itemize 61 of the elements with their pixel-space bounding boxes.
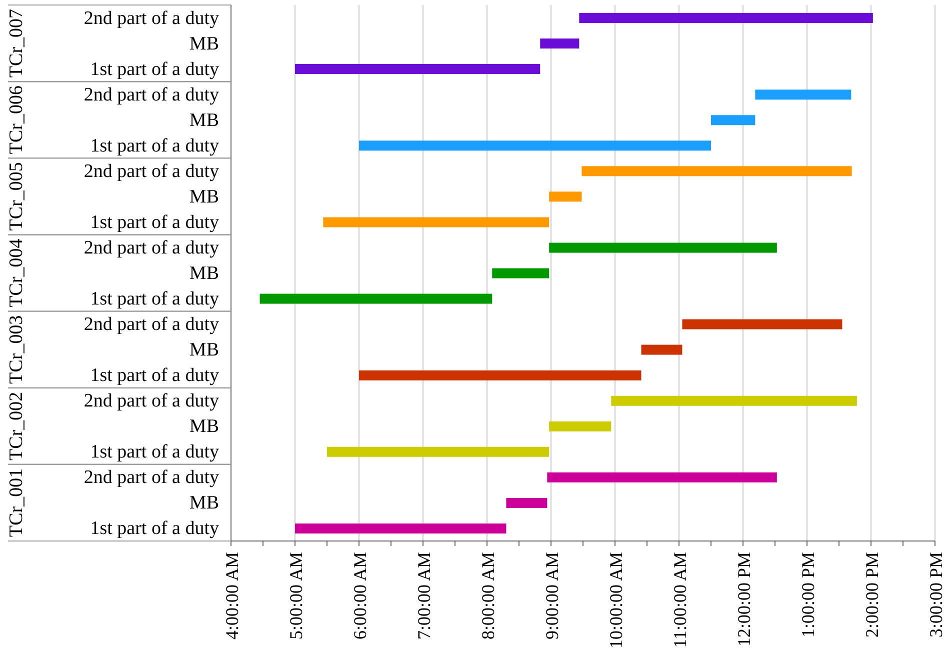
text: TCr_002 [6,392,27,460]
x-tick-label: 6:00:00 AM [350,552,370,640]
text: TCr_007 [6,8,27,78]
text: TCr_004 [6,238,27,308]
bar [549,192,582,202]
bar [682,319,842,330]
bar [359,370,642,380]
bar [327,446,550,457]
y-tick-label: MB [189,110,219,131]
bar [260,294,492,304]
y-tick-label: 1st part of a duty [90,518,220,540]
bar [295,523,506,534]
bar [359,140,711,151]
y-tick-label: 1st part of a duty [90,212,220,233]
bar [295,64,540,74]
bar [323,217,550,228]
text: TCr_001 [6,468,27,538]
y-tick-label: MB [189,492,219,514]
y-tick-label: 2nd part of a duty [84,160,220,182]
x-tick-label: 5:00:00 AM [286,552,306,640]
y-tick-label: MB [189,340,219,361]
bar [492,268,550,278]
bar [755,90,852,100]
y-tick-label: 1st part of a duty [90,135,220,156]
y-tick-label: 2nd part of a duty [84,84,220,106]
bar [549,421,612,432]
y-tick-label: MB [189,186,219,208]
bar [579,13,873,23]
x-tick-label: 8:00:00 AM [478,552,498,640]
x-tick-label: 9:00:00 AM [542,552,562,640]
x-tick-label: 2:00:00 PM [862,552,882,638]
text: TCr_003 [6,315,27,384]
x-tick-label: 1:00:00 PM [798,552,818,638]
y-tick-label: MB [189,263,219,284]
y-tick-label: 1st part of a duty [90,365,220,386]
bar [711,115,756,126]
y-tick-label: 1st part of a duty [90,288,220,310]
y-tick-label: MB [189,33,219,54]
bar [611,396,857,406]
y-tick-label: 2nd part of a duty [84,8,220,29]
y-tick-label: MB [189,416,219,438]
x-tick-label: 4:00:00 AM [222,552,242,640]
x-tick-label: 12:00:00 PM [734,552,754,647]
x-tick-label: 10:00:00 AM [606,552,626,649]
y-tick-label: 2nd part of a duty [84,314,220,336]
bar [540,38,580,49]
y-tick-label: 2nd part of a duty [84,237,220,258]
x-tick-label: 11:00:00 AM [670,552,690,648]
x-tick-label: 7:00:00 AM [414,552,434,640]
bar [582,166,852,176]
y-tick-label: 1st part of a duty [90,442,220,463]
bar [547,472,777,482]
x-tick-label: 3:00:00 PM [926,552,944,638]
text: TCr_005 [6,162,27,231]
text: TCr_006 [6,86,27,154]
y-tick-label: 2nd part of a duty [84,390,220,412]
y-tick-label: 2nd part of a duty [84,467,220,488]
bar [549,242,777,253]
bar [506,498,548,508]
bar [641,344,682,355]
y-tick-label: 1st part of a duty [90,58,220,80]
